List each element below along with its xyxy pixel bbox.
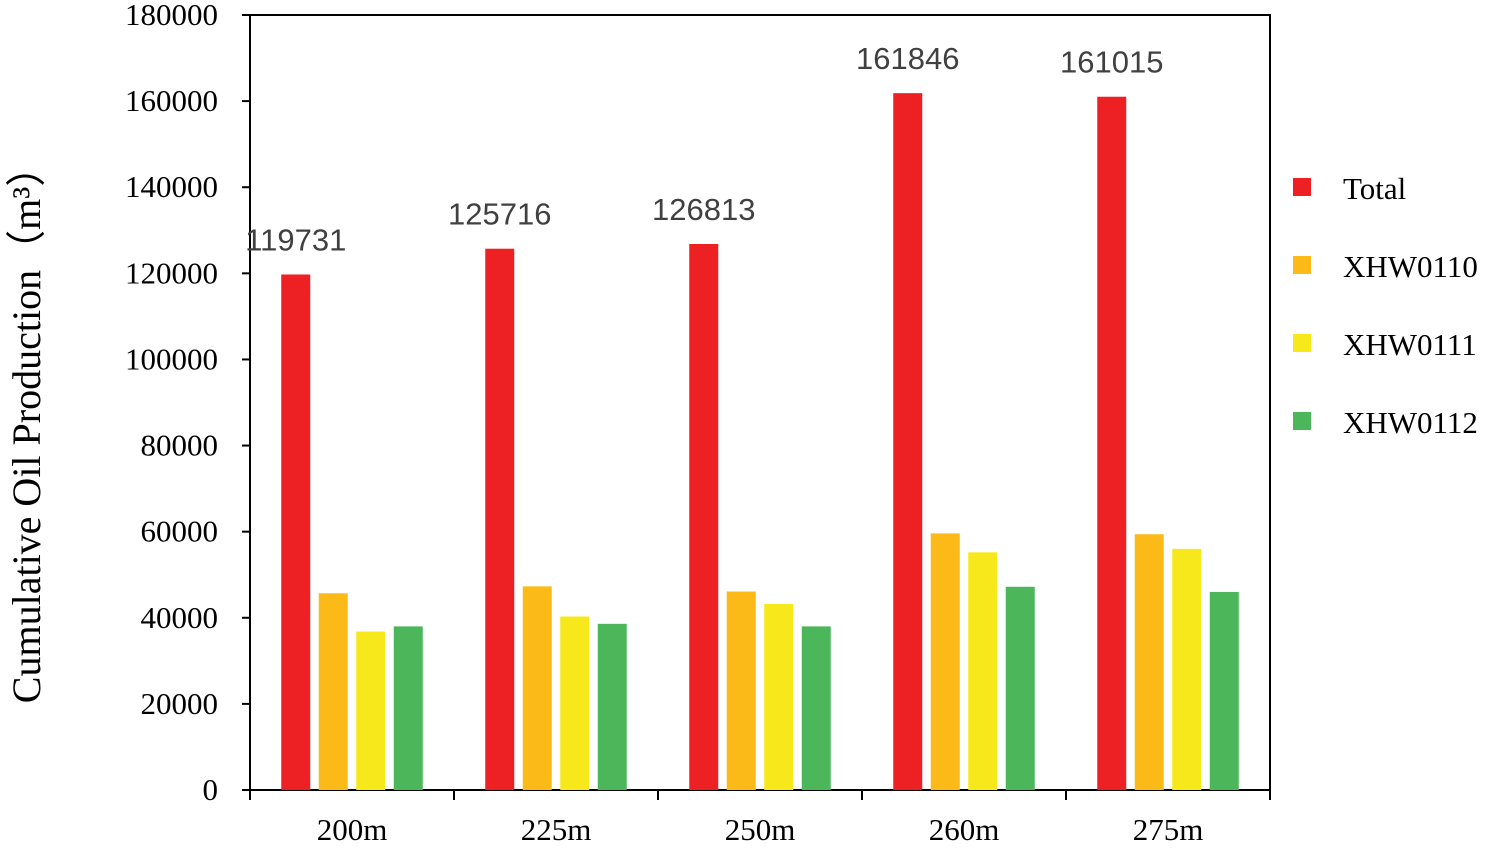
bar-xhw0111-225m	[560, 616, 590, 790]
bar-xhw0112-250m	[801, 626, 831, 790]
data-label-total: 125716	[448, 197, 551, 232]
legend-swatch-xhw0110	[1293, 256, 1311, 274]
bar-total-225m	[485, 248, 515, 790]
data-label-total: 119731	[245, 222, 346, 257]
bar-xhw0112-200m	[393, 626, 423, 790]
bar-xhw0112-260m	[1005, 586, 1035, 790]
data-label-total: 161846	[856, 41, 959, 76]
legend-label: XHW0112	[1343, 405, 1478, 440]
y-tick-label: 120000	[125, 255, 218, 290]
bar-xhw0110-275m	[1134, 534, 1164, 790]
legend-label: XHW0110	[1343, 249, 1478, 284]
y-tick-label: 80000	[141, 428, 219, 463]
legend: Total XHW0110 XHW0111 XHW0112	[1293, 171, 1478, 440]
legend-swatch-total	[1293, 178, 1311, 196]
bar-total-250m	[689, 243, 719, 791]
bar-xhw0111-200m	[356, 631, 386, 790]
bar-xhw0110-250m	[726, 591, 756, 790]
bar-total-200m	[281, 274, 311, 790]
bar-xhw0110-225m	[522, 586, 552, 790]
bar-total-260m	[893, 93, 923, 790]
legend-label: XHW0111	[1343, 327, 1477, 362]
y-tick-label: 40000	[141, 600, 219, 635]
y-tick-label: 180000	[125, 0, 218, 32]
bar-xhw0112-275m	[1209, 591, 1239, 790]
x-tick-label: 260m	[929, 812, 1000, 847]
y-tick-label: 60000	[141, 514, 219, 549]
bar-xhw0111-260m	[968, 552, 998, 790]
bar-xhw0111-250m	[764, 604, 794, 790]
data-label-total: 126813	[652, 192, 755, 227]
legend-swatch-xhw0111	[1293, 334, 1311, 352]
x-tick-label: 250m	[725, 812, 796, 847]
x-tick-label: 200m	[317, 812, 388, 847]
bar-xhw0112-225m	[597, 623, 627, 790]
y-axis-label: Cumulative Oil Production（m³）	[4, 147, 49, 703]
legend-label: Total	[1343, 171, 1406, 206]
y-tick-label: 100000	[125, 341, 218, 376]
y-tick-label: 20000	[141, 686, 219, 721]
x-tick-label: 275m	[1133, 812, 1204, 847]
x-axis-ticks: 200m 225m 250m 260m 275m	[249, 790, 1271, 847]
plot-area-border	[249, 14, 1271, 791]
bar-xhw0111-275m	[1172, 548, 1202, 790]
y-tick-label: 0	[203, 772, 219, 807]
data-label-total: 161015	[1060, 45, 1163, 80]
bars	[281, 93, 1239, 791]
data-labels: 119731 125716 126813 161846 161015	[245, 41, 1163, 257]
bar-xhw0110-200m	[318, 593, 348, 790]
y-axis-ticks: 0 20000 40000 60000 80000 100000 120000 140000 1…	[125, 0, 250, 807]
y-tick-label: 160000	[125, 83, 218, 118]
bar-xhw0110-260m	[930, 533, 960, 790]
legend-swatch-xhw0112	[1293, 412, 1311, 430]
x-tick-label: 225m	[521, 812, 592, 847]
plot-frame	[249, 14, 1271, 791]
y-tick-label: 140000	[125, 169, 218, 204]
bar-total-275m	[1097, 96, 1127, 791]
